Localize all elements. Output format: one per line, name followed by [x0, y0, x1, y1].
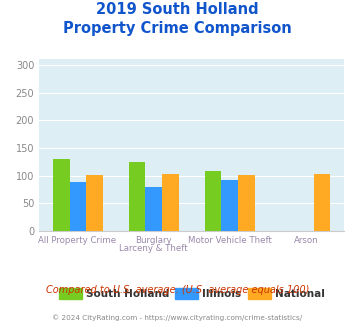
Bar	[314, 174, 331, 231]
Bar	[70, 182, 86, 231]
Bar	[129, 162, 146, 231]
Bar	[53, 159, 70, 231]
Bar	[162, 174, 179, 231]
Bar	[146, 187, 162, 231]
Text: Larceny & Theft: Larceny & Theft	[119, 244, 188, 253]
Text: All Property Crime: All Property Crime	[38, 236, 116, 245]
Legend: South Holland, Illinois, National: South Holland, Illinois, National	[54, 284, 329, 304]
Text: Burglary: Burglary	[135, 236, 172, 245]
Bar	[204, 171, 221, 231]
Text: 2019 South Holland: 2019 South Holland	[96, 2, 259, 16]
Bar	[221, 180, 238, 231]
Text: © 2024 CityRating.com - https://www.cityrating.com/crime-statistics/: © 2024 CityRating.com - https://www.city…	[53, 314, 302, 321]
Bar	[238, 175, 255, 231]
Text: Arson: Arson	[294, 236, 318, 245]
Bar	[86, 175, 103, 231]
Text: Property Crime Comparison: Property Crime Comparison	[63, 21, 292, 36]
Text: Motor Vehicle Theft: Motor Vehicle Theft	[188, 236, 272, 245]
Text: Compared to U.S. average. (U.S. average equals 100): Compared to U.S. average. (U.S. average …	[46, 285, 309, 295]
